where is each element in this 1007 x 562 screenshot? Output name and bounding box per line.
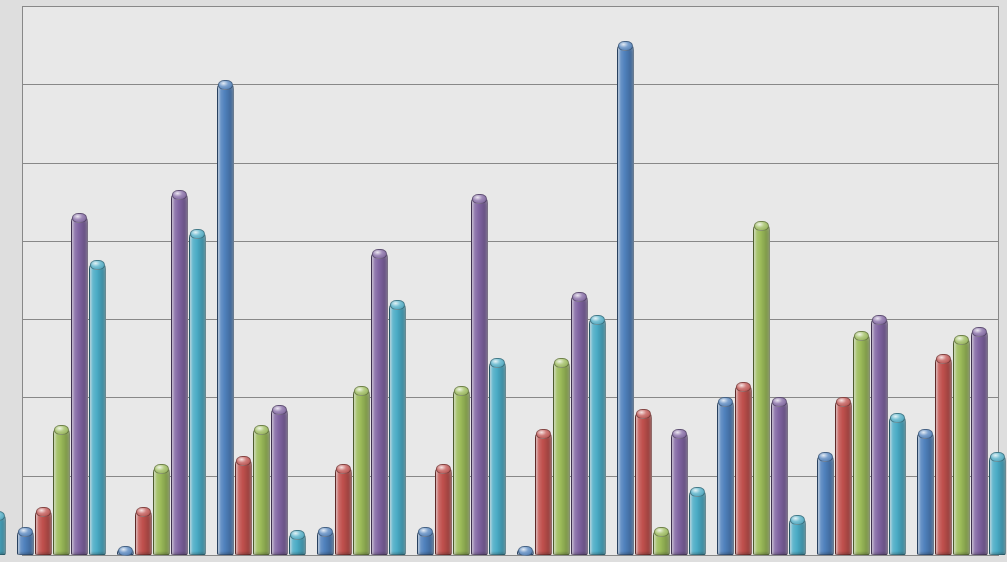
bar-series-4: [71, 216, 88, 555]
bar-series-2: [535, 432, 552, 555]
bar-series-3: [53, 428, 70, 555]
bar-series-5: [589, 318, 606, 555]
bar-series-1: [217, 83, 234, 555]
bar-series-3: [953, 338, 970, 555]
bar-series-4: [671, 432, 688, 555]
bar-series-2: [335, 467, 352, 555]
bar-series-3: [853, 334, 870, 555]
bar-series-1: [817, 455, 834, 555]
bar-series-5: [0, 514, 6, 555]
bar-series-1: [917, 432, 934, 555]
bar-series-5: [389, 303, 406, 556]
bar-series-1: [617, 44, 634, 555]
bar-series-5: [789, 518, 806, 555]
bar-series-3: [453, 389, 470, 555]
bar-series-2: [135, 510, 152, 555]
bar-series-5: [489, 361, 506, 555]
bar-series-4: [971, 330, 988, 555]
bar-series-2: [35, 510, 52, 555]
bar-series-5: [689, 490, 706, 555]
bar-series-1: [317, 530, 334, 555]
chart-plot-area: [22, 6, 999, 556]
bar-series-2: [935, 357, 952, 555]
bar-series-3: [653, 530, 670, 555]
bar-series-5: [189, 232, 206, 555]
bar-series-3: [753, 224, 770, 555]
bar-series-5: [89, 263, 106, 555]
bars-layer: [23, 7, 998, 555]
bar-series-3: [153, 467, 170, 555]
bar-series-2: [835, 400, 852, 555]
bar-series-1: [117, 549, 134, 555]
bar-series-2: [635, 412, 652, 555]
bar-series-5: [989, 455, 1006, 555]
bar-series-5: [289, 533, 306, 555]
bar-series-3: [353, 389, 370, 555]
bar-series-2: [435, 467, 452, 555]
bar-series-2: [235, 459, 252, 555]
bar-series-1: [717, 400, 734, 555]
bar-series-3: [553, 361, 570, 555]
bar-series-4: [371, 252, 388, 555]
bar-series-1: [517, 549, 534, 555]
bar-series-4: [871, 318, 888, 555]
bar-series-2: [735, 385, 752, 555]
bar-series-1: [17, 530, 34, 555]
bar-series-5: [889, 416, 906, 555]
bar-series-4: [171, 193, 188, 555]
bar-series-1: [417, 530, 434, 555]
bar-series-4: [271, 408, 288, 555]
bar-series-3: [253, 428, 270, 555]
bar-series-4: [771, 400, 788, 555]
bar-series-4: [571, 295, 588, 555]
bar-series-4: [471, 197, 488, 555]
